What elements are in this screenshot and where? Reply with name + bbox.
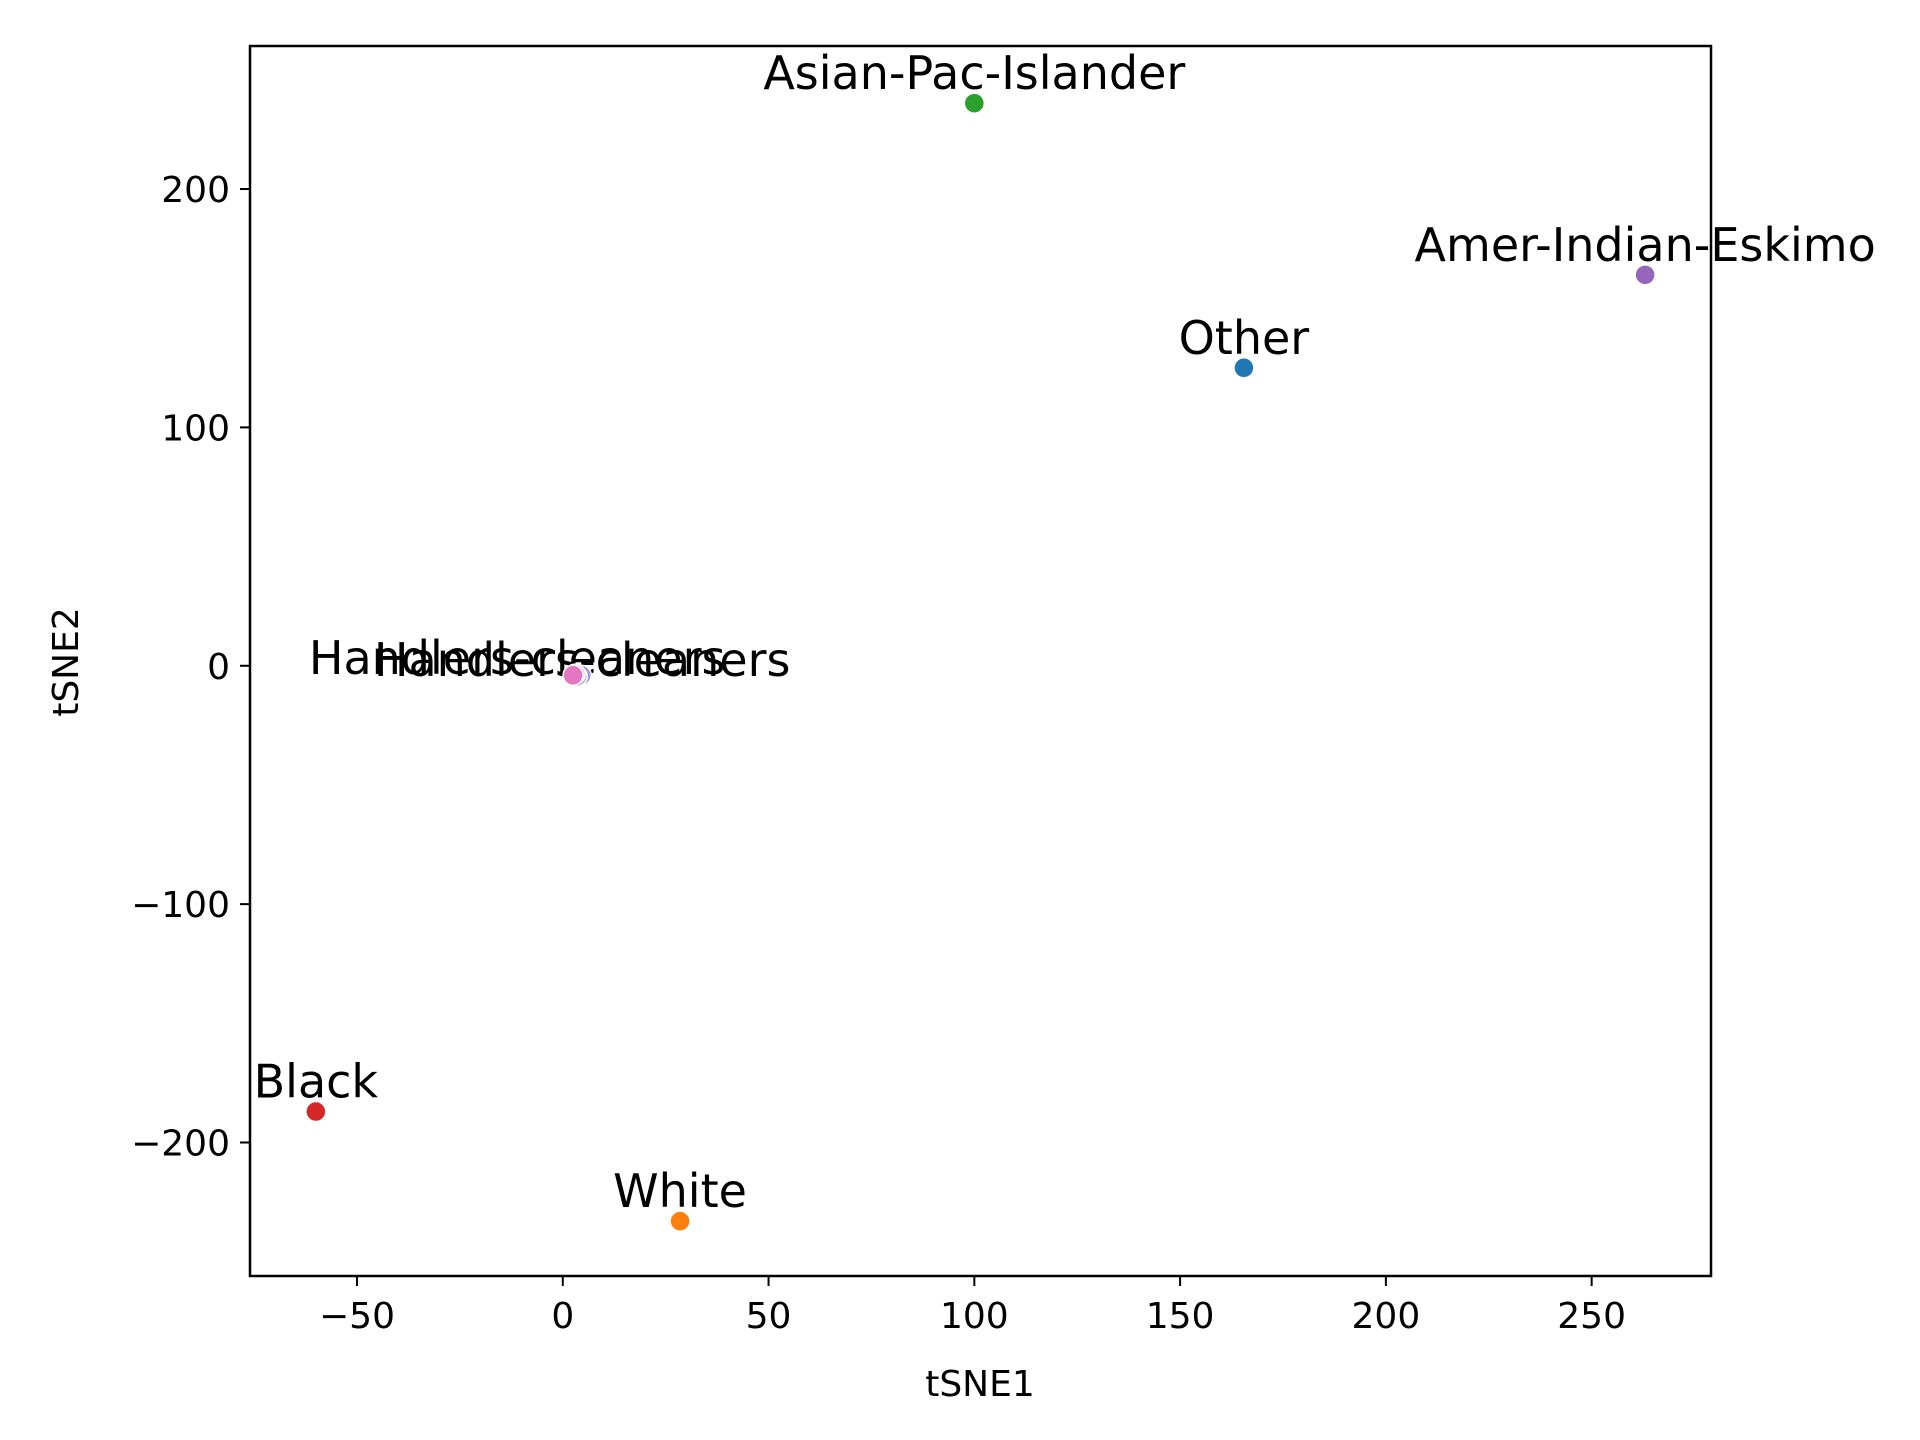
y-tick-label: 200 bbox=[161, 170, 230, 211]
plot-area bbox=[248, 44, 1713, 1278]
scatter-point-label: Black bbox=[254, 1055, 379, 1109]
x-tick-label: 50 bbox=[746, 1296, 792, 1337]
labeled-points: Asian-Pac-Islander Amer-Indian-Eskimo Othe… bbox=[254, 46, 1876, 1232]
y-tick-label: 100 bbox=[161, 408, 230, 449]
x-axis-label: tSNE1 bbox=[925, 1364, 1035, 1405]
y-axis-ticks: −200 −100 0 100 200 bbox=[131, 170, 250, 1165]
x-tick-label: −50 bbox=[319, 1296, 395, 1337]
x-tick-label: 200 bbox=[1352, 1296, 1421, 1337]
y-tick-label: 0 bbox=[207, 647, 230, 688]
scatter-point-label: White bbox=[613, 1164, 747, 1218]
x-axis-ticks: −50 0 50 100 150 200 250 bbox=[319, 1276, 1626, 1337]
scatter-point bbox=[669, 1210, 691, 1232]
scatter-point-label: Other bbox=[1179, 311, 1310, 365]
x-tick-label: 250 bbox=[1557, 1296, 1626, 1337]
x-tick-label: 100 bbox=[940, 1296, 1009, 1337]
scatter-point bbox=[1233, 357, 1255, 379]
cluster-point bbox=[562, 664, 584, 687]
cluster-point-label: Handlers-cleaners bbox=[309, 631, 726, 685]
y-axis-label: tSNE2 bbox=[46, 607, 87, 717]
scatter-point bbox=[305, 1100, 327, 1123]
y-tick-label: −200 bbox=[131, 1124, 230, 1165]
x-tick-label: 150 bbox=[1146, 1296, 1215, 1337]
scatter-point bbox=[963, 92, 986, 114]
x-tick-label: 0 bbox=[551, 1296, 574, 1337]
y-tick-label: −100 bbox=[131, 885, 230, 926]
scatter-point-label: Asian-Pac-Islander bbox=[763, 46, 1185, 100]
scatter-point-label: Amer-Indian-Eskimo bbox=[1415, 218, 1876, 272]
scatter-point bbox=[1634, 264, 1656, 286]
